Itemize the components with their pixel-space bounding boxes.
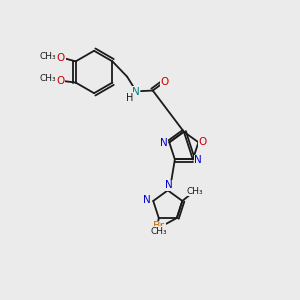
Text: H: H xyxy=(126,93,134,103)
Text: N: N xyxy=(160,138,168,148)
Text: O: O xyxy=(56,76,64,86)
Text: O: O xyxy=(57,53,65,63)
Text: CH₃: CH₃ xyxy=(40,52,57,61)
Text: CH₃: CH₃ xyxy=(39,74,56,83)
Text: O: O xyxy=(160,77,169,87)
Text: O: O xyxy=(198,137,207,147)
Text: CH₃: CH₃ xyxy=(186,187,203,196)
Text: N: N xyxy=(194,155,202,165)
Text: CH₃: CH₃ xyxy=(151,227,167,236)
Text: N: N xyxy=(164,180,172,190)
Text: N: N xyxy=(132,87,140,97)
Text: N: N xyxy=(143,195,151,205)
Text: Br: Br xyxy=(153,221,165,231)
